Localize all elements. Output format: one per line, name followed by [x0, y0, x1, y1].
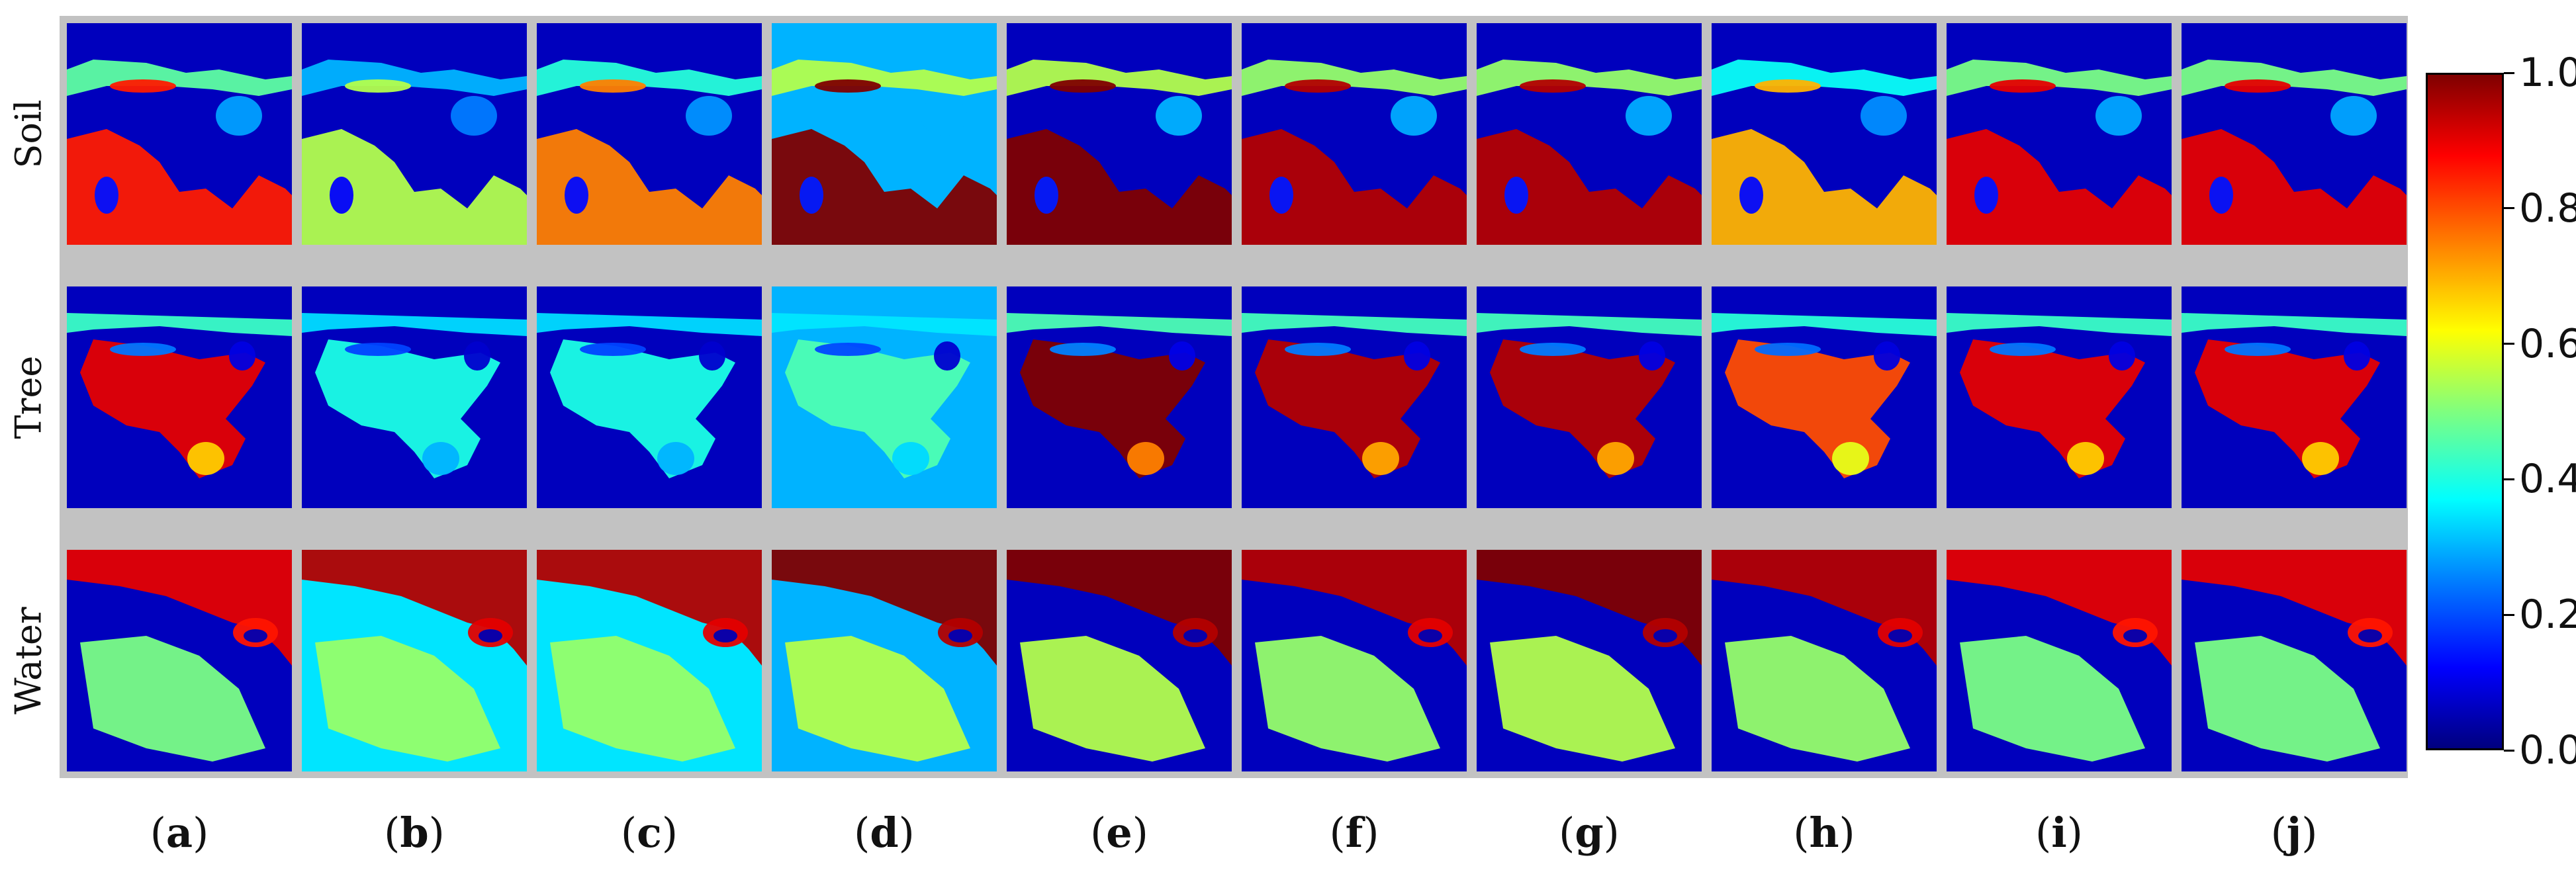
abundance-map-tree-g — [1477, 286, 1702, 508]
column-label-c: (c) — [620, 809, 678, 857]
abundance-map-soil-d — [772, 23, 997, 245]
abundance-map-tree-c — [537, 286, 762, 508]
abundance-map-soil-g — [1477, 23, 1702, 245]
abundance-map-soil-c — [537, 23, 762, 245]
column-label-d: (d) — [854, 809, 915, 857]
abundance-map-soil-b — [302, 23, 527, 245]
abundance-map-tree-f — [1242, 286, 1467, 508]
abundance-map-soil-f — [1242, 23, 1467, 245]
abundance-map-water-d — [772, 550, 997, 771]
abundance-map-soil-i — [1947, 23, 2172, 245]
abundance-map-tree-b — [302, 286, 527, 508]
colorbar-tick-label: 0.6 — [2519, 320, 2576, 367]
abundance-map-water-f — [1242, 550, 1467, 771]
column-label-g: (g) — [1559, 809, 1620, 857]
column-label-h: (h) — [1793, 809, 1855, 857]
abundance-map-tree-d — [772, 286, 997, 508]
abundance-map-water-i — [1947, 550, 2172, 771]
abundance-map-tree-a — [67, 286, 292, 508]
abundance-map-water-c — [537, 550, 762, 771]
colorbar-tick-mark — [2504, 343, 2514, 345]
abundance-map-soil-a — [67, 23, 292, 245]
abundance-map-water-j — [2182, 550, 2407, 771]
row-label-text: Soil — [7, 99, 50, 169]
abundance-map-water-a — [67, 550, 292, 771]
colorbar — [2426, 73, 2504, 750]
row-label-text: Tree — [7, 355, 50, 439]
abundance-map-tree-h — [1712, 286, 1937, 508]
colorbar-tick-label: 0.0 — [2519, 727, 2576, 773]
abundance-map-water-b — [302, 550, 527, 771]
abundance-map-soil-j — [2182, 23, 2407, 245]
column-label-f: (f) — [1329, 809, 1379, 857]
colorbar-tick-label: 0.4 — [2519, 456, 2576, 503]
colorbar-tick-mark — [2504, 207, 2514, 210]
abundance-map-tree-i — [1947, 286, 2172, 508]
abundance-map-water-g — [1477, 550, 1702, 771]
column-label-a: (a) — [150, 809, 209, 857]
row-label-water: Water — [5, 550, 52, 771]
colorbar-tick-label: 1.0 — [2519, 50, 2576, 96]
abundance-map-soil-e — [1007, 23, 1232, 245]
abundance-map-soil-h — [1712, 23, 1937, 245]
column-label-b: (b) — [384, 809, 445, 857]
column-label-j: (j) — [2270, 809, 2318, 857]
column-label-e: (e) — [1090, 809, 1148, 857]
colorbar-tick-mark — [2504, 749, 2514, 752]
row-label-tree: Tree — [5, 286, 52, 508]
row-label-soil: Soil — [5, 23, 52, 245]
colorbar-tick-mark — [2504, 71, 2514, 74]
abundance-map-tree-j — [2182, 286, 2407, 508]
colorbar-tick-label: 0.8 — [2519, 185, 2576, 232]
colorbar-tick-mark — [2504, 613, 2514, 616]
abundance-map-tree-e — [1007, 286, 1232, 508]
row-label-text: Water — [7, 607, 50, 715]
colorbar-tick-label: 0.2 — [2519, 591, 2576, 638]
colorbar-tick-mark — [2504, 478, 2514, 480]
column-label-i: (i) — [2035, 809, 2083, 857]
abundance-map-water-e — [1007, 550, 1232, 771]
abundance-map-water-h — [1712, 550, 1937, 771]
